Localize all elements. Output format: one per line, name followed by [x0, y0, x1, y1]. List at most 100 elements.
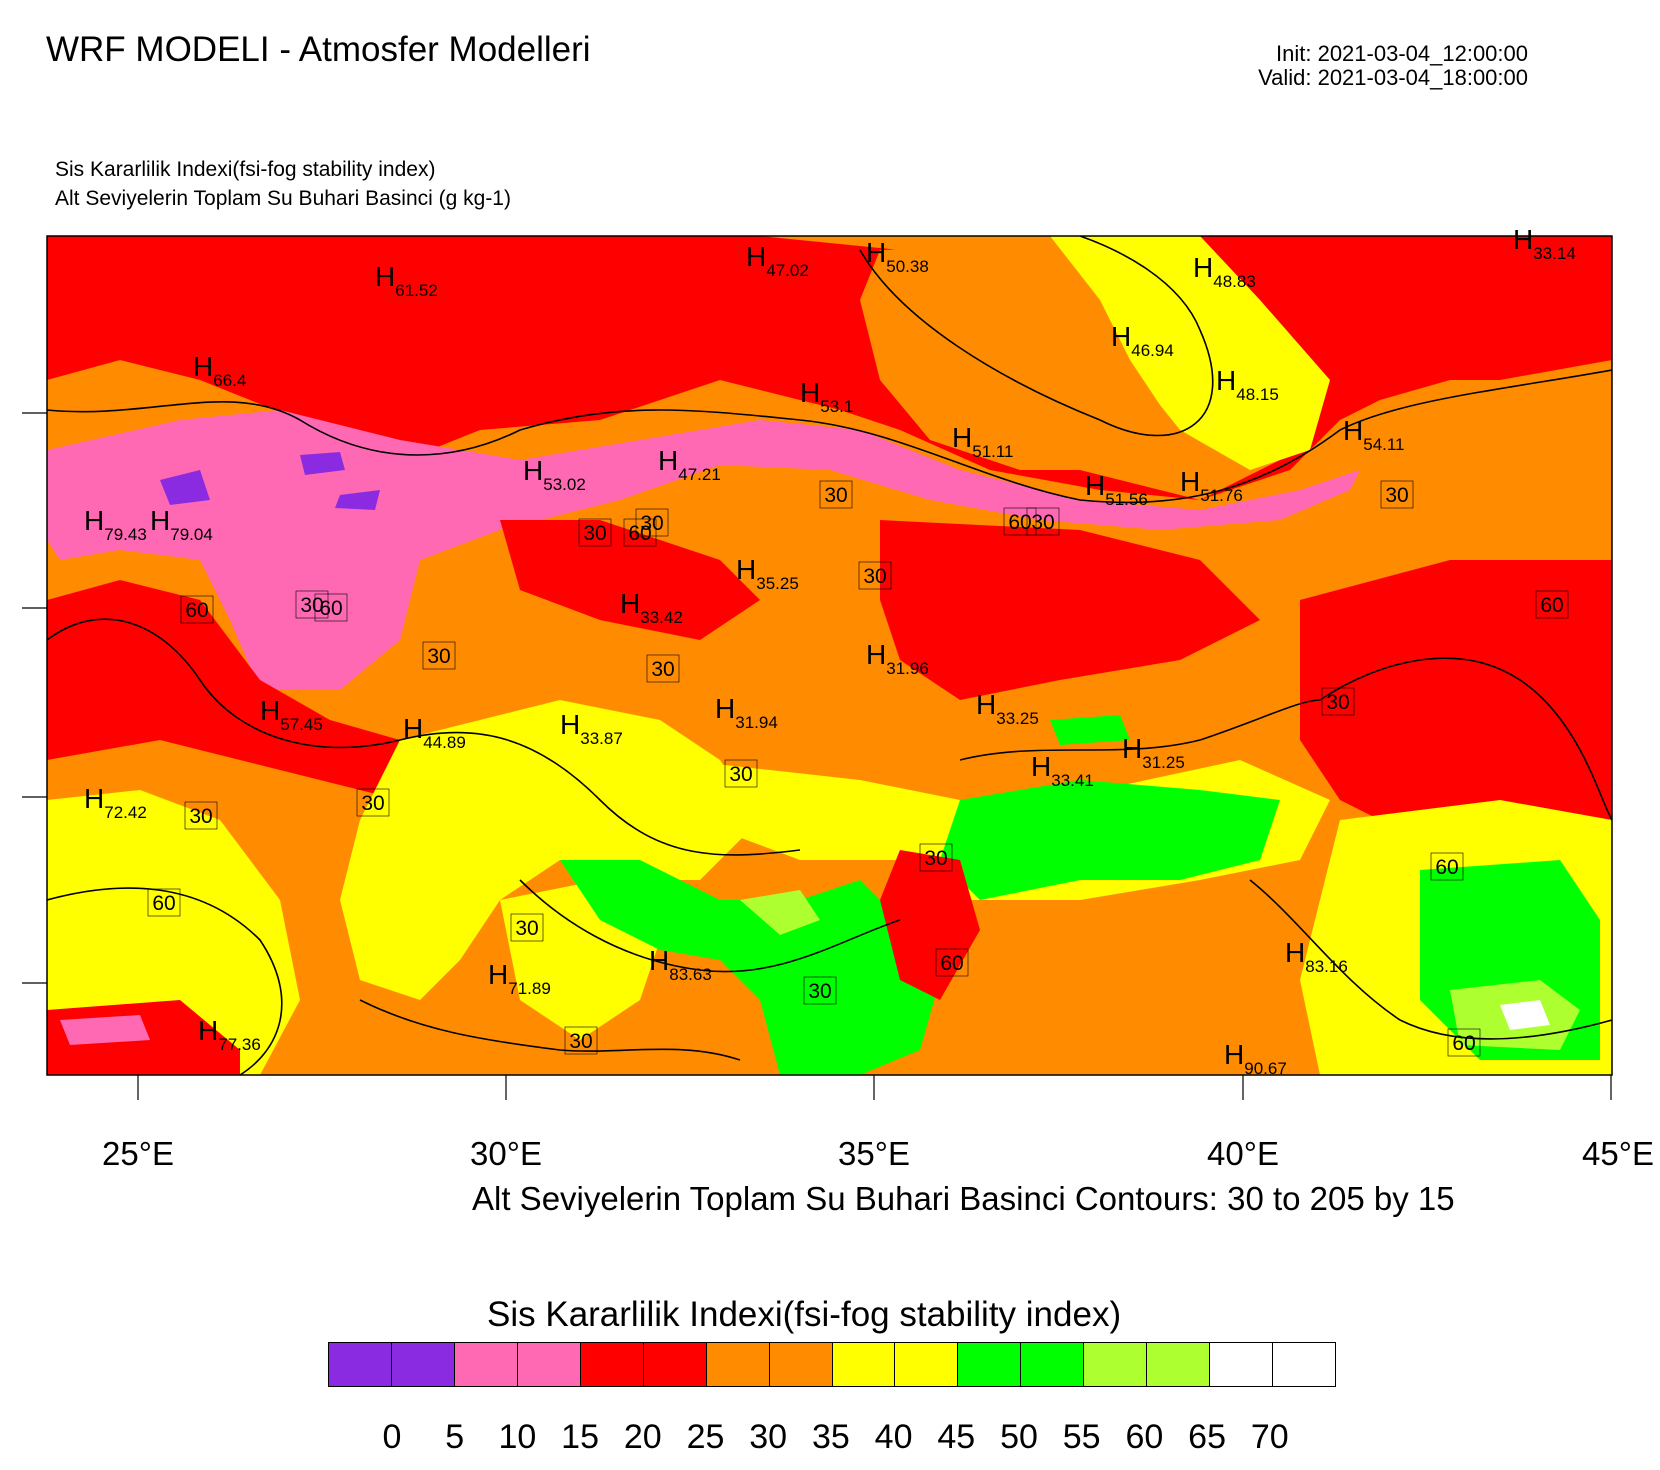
high-marker: H83.16	[1285, 937, 1348, 976]
map-frame	[46, 235, 1613, 1076]
contour-label: 60	[1430, 852, 1464, 881]
contour-subtitle: Alt Seviyelerin Toplam Su Buhari Basinci…	[55, 187, 511, 210]
high-marker: H51.56	[1085, 470, 1148, 509]
legend-swatch	[1083, 1342, 1148, 1387]
legend-swatch	[1146, 1342, 1211, 1387]
high-marker: H54.11	[1343, 415, 1405, 454]
high-marker: H47.21	[658, 445, 721, 484]
high-marker: H33.25	[976, 689, 1039, 728]
svg-text:30: 30	[808, 980, 831, 1003]
contour-label: 30	[724, 759, 758, 788]
legend-swatch	[453, 1342, 518, 1387]
svg-text:60: 60	[152, 892, 175, 915]
contour-label: 30	[295, 590, 329, 619]
high-marker: H31.25	[1122, 733, 1185, 772]
legend-swatch	[1272, 1342, 1336, 1387]
svg-text:60: 60	[940, 952, 963, 975]
svg-text:30: 30	[824, 484, 847, 507]
contour-label: 60	[1447, 1028, 1481, 1057]
high-marker: H79.04	[150, 505, 213, 544]
legend-tick-label: 50	[1000, 1418, 1038, 1456]
legend-swatch	[831, 1342, 896, 1387]
legend-swatch	[1020, 1342, 1085, 1387]
high-marker: H66.4	[193, 351, 246, 390]
high-pressure-labels: H61.52 H47.02 H50.38 H48.83 H33.14 H46.94 H66.…	[84, 224, 1576, 1078]
legend-swatch	[957, 1342, 1022, 1387]
legend-tick-label: 70	[1250, 1418, 1289, 1456]
contour-label: 30	[578, 518, 612, 547]
x-label-35e: 35°E	[838, 1135, 910, 1172]
svg-text:30: 30	[863, 565, 886, 588]
high-marker: H46.94	[1111, 321, 1174, 360]
svg-text:30: 30	[583, 522, 606, 545]
high-marker: H48.15	[1216, 365, 1279, 404]
contour-label: 30	[858, 561, 892, 590]
legend-tick-label: 35	[811, 1418, 850, 1456]
contour-label: 30	[635, 508, 669, 537]
contour-label: 30	[564, 1026, 598, 1055]
svg-text:30: 30	[427, 645, 450, 668]
x-label-40e: 40°E	[1207, 1135, 1279, 1172]
legend-swatch	[1209, 1342, 1274, 1387]
contour-label: 60	[180, 595, 214, 624]
high-marker: H57.45	[260, 695, 323, 734]
legend-tick-label: 10	[498, 1418, 537, 1456]
contour-label: 30	[422, 641, 456, 670]
legend-swatch	[328, 1342, 392, 1387]
legend-swatch	[894, 1342, 959, 1387]
legend-tick-label: 0	[382, 1418, 402, 1456]
legend-swatch	[642, 1342, 707, 1387]
high-marker: H33.14	[1513, 224, 1576, 263]
contour-label: 60	[623, 518, 657, 547]
high-marker: H35.25	[736, 554, 799, 593]
svg-text:30: 30	[361, 792, 384, 815]
page-title: WRF MODELI - Atmosfer Modelleri	[46, 30, 591, 69]
svg-text:30: 30	[300, 594, 323, 617]
contour-lines	[47, 236, 1612, 1075]
contour-label: 30	[819, 480, 853, 509]
x-label-45e: 45°E	[1582, 1135, 1654, 1172]
high-marker: H90.67	[1224, 1039, 1287, 1078]
run-times: Init: 2021-03-04_12:00:00 Valid: 2021-03…	[1258, 41, 1528, 90]
svg-text:60: 60	[1540, 594, 1563, 617]
x-ticks	[137, 1075, 1612, 1100]
contour-label: 60	[147, 888, 181, 917]
legend-tick-label: 55	[1062, 1418, 1101, 1456]
contour-label: 30	[356, 788, 390, 817]
legend-tick-label: 40	[874, 1418, 913, 1456]
svg-text:30: 30	[924, 847, 947, 870]
high-marker: H33.42	[620, 588, 683, 627]
high-marker: H33.87	[560, 709, 623, 748]
high-marker: H53.1	[800, 377, 853, 416]
legend-title: Sis Kararlilik Indexi(fsi-fog stability …	[487, 1295, 1122, 1334]
legend-tick-label: 5	[445, 1418, 465, 1456]
legend-tick-label: 45	[937, 1418, 976, 1456]
legend-tick-label: 15	[561, 1418, 600, 1456]
legend-tick-label: 60	[1125, 1418, 1164, 1456]
contour-label: 30	[803, 976, 837, 1005]
legend-swatch	[579, 1342, 644, 1387]
svg-text:30: 30	[1326, 691, 1349, 714]
svg-text:30: 30	[651, 658, 674, 681]
svg-text:30: 30	[729, 763, 752, 786]
high-marker: H72.42	[84, 783, 147, 822]
legend-tick-label: 65	[1188, 1418, 1227, 1456]
legend-swatch	[516, 1342, 581, 1387]
svg-text:60: 60	[1452, 1032, 1475, 1055]
high-marker: H31.94	[715, 693, 778, 732]
contour-label: 30	[1026, 507, 1060, 536]
high-marker: H51.11	[952, 422, 1014, 461]
svg-text:60: 60	[1008, 511, 1031, 534]
high-marker: H51.76	[1180, 466, 1243, 505]
contour-label: 30	[1321, 687, 1355, 716]
high-marker: H77.36	[198, 1015, 261, 1054]
svg-text:60: 60	[1435, 856, 1458, 879]
svg-text:30: 30	[1385, 484, 1408, 507]
svg-text:30: 30	[515, 917, 538, 940]
high-marker: H79.43	[84, 505, 147, 544]
high-marker: H31.96	[866, 639, 929, 678]
contour-label: 30	[646, 654, 680, 683]
contour-label: 30	[1380, 480, 1414, 509]
x-label-25e: 25°E	[102, 1135, 174, 1172]
